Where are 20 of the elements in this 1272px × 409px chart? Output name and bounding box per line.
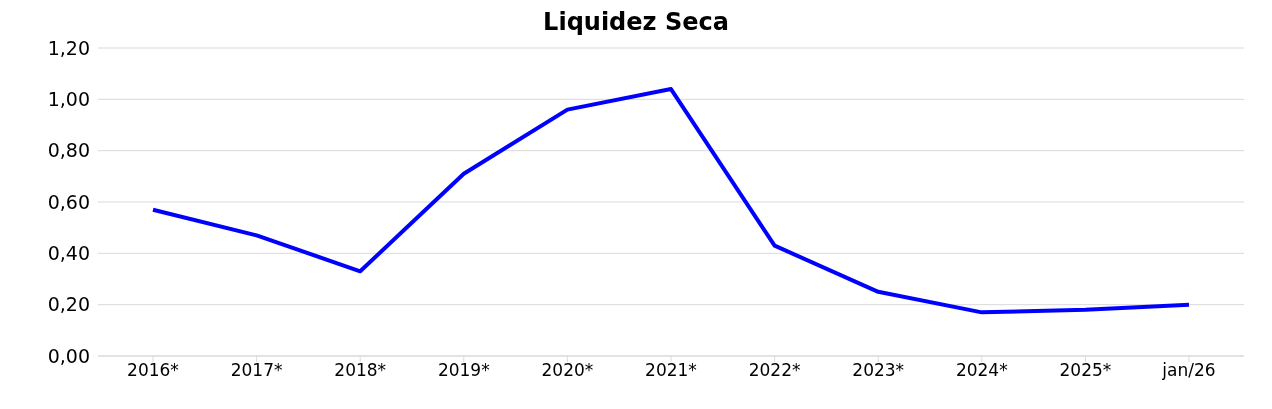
x-tick-label: jan/26: [1161, 360, 1216, 381]
x-tick-label: 2020*: [541, 360, 594, 381]
x-tick-label: 2017*: [230, 360, 283, 381]
y-tick-label: 1,20: [47, 36, 90, 59]
x-tick-label: 2018*: [334, 360, 387, 381]
y-tick-label: 1,00: [47, 88, 90, 111]
line-series: [151, 87, 1191, 315]
y-tick-label: 0,00: [47, 344, 90, 367]
x-tick-label: 2019*: [437, 360, 490, 381]
y-tick-label: 0,20: [47, 293, 90, 316]
chart-title: Liquidez Seca: [542, 8, 730, 36]
y-tick-label: 0,40: [47, 242, 90, 265]
x-tick-label: 2016*: [127, 360, 179, 381]
x-tick-label: 2024*: [955, 360, 1008, 381]
y-tick-label: 0,80: [47, 139, 90, 162]
x-tick-label: 2023*: [852, 360, 905, 381]
y-tick-label: 0,60: [47, 190, 90, 213]
x-tick-label: 2022*: [748, 360, 801, 381]
x-tick-label: 2021*: [645, 360, 697, 381]
x-tick-label: 2025*: [1059, 360, 1112, 381]
